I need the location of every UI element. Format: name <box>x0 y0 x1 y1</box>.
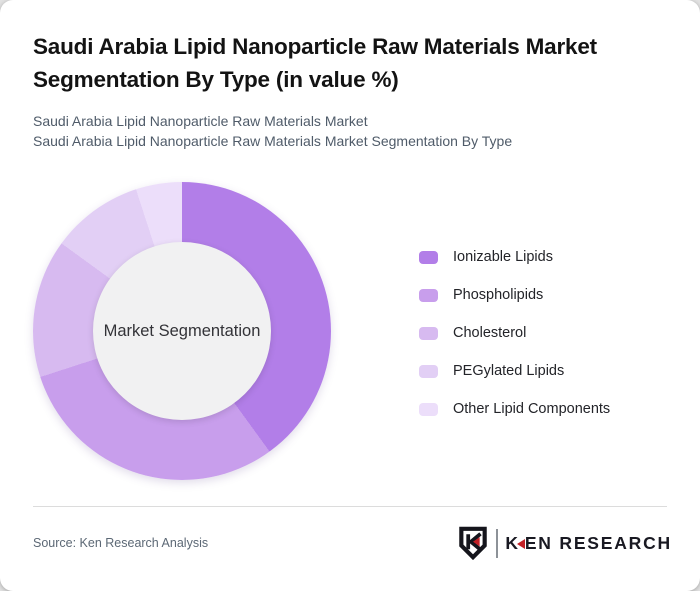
page-title: Saudi Arabia Lipid Nanoparticle Raw Mate… <box>33 34 597 92</box>
source-note: Source: Ken Research Analysis <box>33 536 209 550</box>
chart-legend: Ionizable Lipids Phospholipids Cholester… <box>419 238 610 428</box>
legend-label: Other Lipid Components <box>453 401 611 417</box>
legend-label: Cholesterol <box>453 325 527 341</box>
legend-item: Phospholipids <box>419 276 610 314</box>
logo-separator <box>496 528 499 558</box>
donut-center-label: Market Segmentation <box>103 321 261 340</box>
logo-wordmark-k: K <box>505 532 520 553</box>
legend-label: Ionizable Lipids <box>453 249 553 265</box>
legend-swatch-icon <box>419 402 438 416</box>
legend-item: Ionizable Lipids <box>419 238 610 276</box>
donut-ring: Market Segmentation <box>33 182 331 480</box>
subtitle-block: Saudi Arabia Lipid Nanoparticle Raw Mate… <box>33 112 683 151</box>
subtitle-line-1: Saudi Arabia Lipid Nanoparticle Raw Mate… <box>33 113 368 129</box>
legend-item: Cholesterol <box>419 314 610 352</box>
legend-label: Phospholipids <box>453 287 544 303</box>
shield-k-icon <box>459 526 488 560</box>
legend-swatch-icon <box>419 326 438 340</box>
footer-divider <box>33 506 667 507</box>
donut-chart: Market Segmentation Ionizable Lipids Pho… <box>0 170 700 500</box>
legend-item: Other Lipid Components <box>419 390 610 428</box>
legend-swatch-icon <box>419 250 438 264</box>
legend-swatch-icon <box>419 364 438 378</box>
legend-swatch-icon <box>419 288 438 302</box>
donut-center: Market Segmentation <box>93 242 271 420</box>
footer: Source: Ken Research Analysis K EN RESEA… <box>33 521 672 565</box>
legend-label: PEGylated Lipids <box>453 363 565 379</box>
red-triangle-icon <box>516 538 525 549</box>
logo-wordmark: K EN RESEARCH <box>505 533 672 554</box>
ken-research-logo: K EN RESEARCH <box>458 526 672 560</box>
subtitle-line-2: Saudi Arabia Lipid Nanoparticle Raw Mate… <box>33 132 513 149</box>
logo-wordmark-rest: EN RESEARCH <box>524 532 672 553</box>
legend-item: PEGylated Lipids <box>419 352 610 390</box>
